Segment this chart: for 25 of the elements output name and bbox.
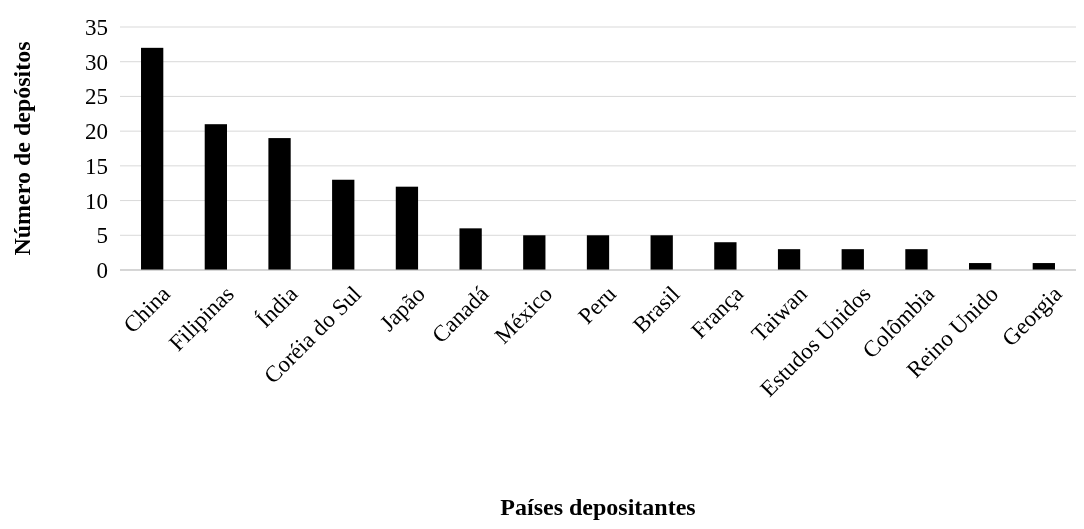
bar [395, 186, 419, 270]
y-tick-label: 10 [85, 188, 108, 214]
y-tick-label: 0 [96, 258, 108, 284]
x-tick-label: Índia [251, 281, 303, 333]
bar [459, 228, 482, 270]
bar [777, 249, 801, 270]
bar [332, 179, 355, 270]
y-tick-label: 15 [85, 153, 108, 179]
x-axis-title: Países depositantes [500, 494, 696, 520]
bar [523, 235, 546, 270]
bar [841, 249, 864, 270]
y-tick-label: 35 [85, 15, 108, 41]
bar [650, 235, 673, 270]
y-axis-title: Número de depósitos [9, 41, 35, 256]
bar [586, 235, 610, 270]
bar [905, 249, 928, 270]
bar [141, 47, 164, 270]
y-tick-label: 5 [96, 223, 108, 249]
bar [714, 242, 737, 270]
y-tick-label: 30 [85, 49, 108, 75]
x-tick-label: Peru [573, 280, 622, 329]
bar [204, 124, 227, 270]
y-tick-label: 25 [85, 84, 108, 110]
y-tick-label: 20 [85, 119, 108, 145]
bar [268, 138, 291, 270]
